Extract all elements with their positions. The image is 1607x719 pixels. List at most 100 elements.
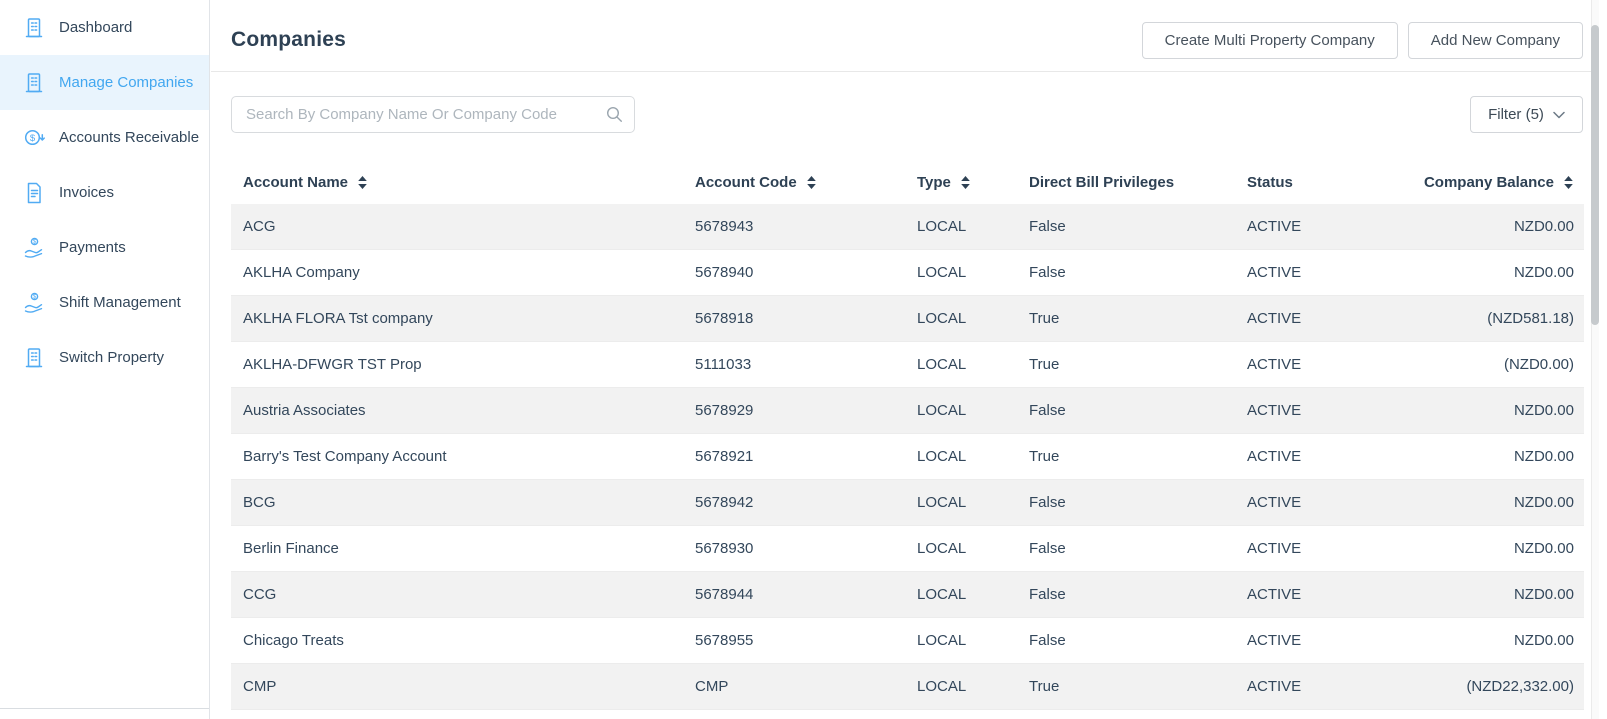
vertical-scrollbar[interactable]	[1591, 0, 1599, 719]
column-header-type[interactable]: Type	[905, 174, 1017, 191]
table-cell: 5678955	[695, 632, 754, 649]
sort-icon[interactable]	[357, 175, 368, 190]
column-header-label: Account Name	[243, 173, 349, 191]
table-cell: NZD0.00	[1513, 264, 1574, 281]
sidebar-item-payments[interactable]: $ Payments	[0, 220, 209, 275]
table-cell: 5678944	[695, 586, 754, 603]
building-icon	[22, 71, 46, 95]
table-cell: NZD0.00	[1513, 632, 1574, 649]
table-row[interactable]: CCG 5678944 LOCAL False ACTIVE NZD0.00	[231, 572, 1584, 618]
sidebar-item-list: Dashboard Manage Companies $ Accounts Re…	[0, 0, 209, 385]
column-header-label: Company Balance	[1423, 173, 1554, 191]
table-row[interactable]: Barry's Test Company Account 5678921 LOCAL…	[231, 434, 1584, 480]
table-cell: False	[1029, 264, 1066, 281]
table-cell: NZD0.00	[1513, 494, 1574, 511]
scrollbar-thumb[interactable]	[1591, 25, 1599, 325]
sidebar-item-dashboard[interactable]: Dashboard	[0, 0, 209, 55]
table-row[interactable]: Berlin Finance 5678930 LOCAL False ACTIVE NZD…	[231, 526, 1584, 572]
table-cell: LOCAL	[917, 310, 967, 327]
building-icon	[22, 346, 46, 370]
column-header-company-balance[interactable]: Company Balance	[1407, 174, 1584, 191]
table-cell: True	[1029, 310, 1060, 327]
svg-text:$: $	[33, 294, 37, 300]
sort-icon[interactable]	[1563, 175, 1574, 190]
table-cell: NZD0.00	[1513, 448, 1574, 465]
table-cell: False	[1029, 402, 1066, 419]
table-cell: LOCAL	[917, 494, 967, 511]
table-row[interactable]: BCG 5678942 LOCAL False ACTIVE NZD0.00	[231, 480, 1584, 526]
sidebar-item-label: Switch Property	[59, 349, 165, 366]
sidebar-item-manage-companies[interactable]: Manage Companies	[0, 55, 209, 110]
column-header-account-code[interactable]: Account Code	[683, 174, 905, 191]
sort-icon[interactable]	[806, 175, 817, 190]
sidebar-bottom-divider	[0, 708, 209, 719]
sidebar-item-label: Invoices	[59, 184, 115, 201]
add-new-company-button[interactable]: Add New Company	[1407, 22, 1583, 59]
create-multi-property-company-button[interactable]: Create Multi Property Company	[1141, 22, 1398, 59]
column-header-label: Status	[1247, 173, 1293, 191]
sidebar-item-label: Accounts Receivable	[59, 129, 200, 146]
table-cell: 5111033	[695, 356, 752, 373]
table-cell: 5678942	[695, 494, 754, 511]
table-cell: Austria Associates	[243, 402, 366, 419]
table-cell: LOCAL	[917, 632, 967, 649]
table-cell: Barry's Test Company Account	[243, 448, 447, 465]
table-cell: LOCAL	[917, 678, 967, 695]
table-cell: ACTIVE	[1247, 540, 1302, 557]
table-cell: ACG	[243, 218, 276, 235]
sidebar-item-label: Shift Management	[59, 294, 181, 311]
table-cell: Chicago Treats	[243, 632, 344, 649]
table-cell: LOCAL	[917, 448, 967, 465]
table-cell: NZD0.00	[1513, 402, 1574, 419]
table-cell: True	[1029, 356, 1060, 373]
column-header-label: Account Code	[695, 173, 797, 191]
table-cell: CMP	[695, 678, 729, 695]
table-cell: LOCAL	[917, 586, 967, 603]
column-header-label: Type	[917, 173, 951, 191]
sidebar-item-invoices[interactable]: Invoices	[0, 165, 209, 220]
table-cell: NZD0.00	[1513, 586, 1574, 603]
table-cell: LOCAL	[917, 218, 967, 235]
table-cell: 5678921	[695, 448, 754, 465]
table-row[interactable]: Chicago Treats 5678955 LOCAL False ACTIVE NZD…	[231, 618, 1584, 664]
table-cell: (NZD581.18)	[1487, 310, 1574, 327]
table-header-row: Account Name Account Code Type Direct Bi…	[231, 160, 1584, 204]
table-row[interactable]: AKLHA-DFWGR TST Prop 5111033 LOCAL True ACTI…	[231, 342, 1584, 388]
table-cell: 5678943	[695, 218, 754, 235]
table-cell: 5678930	[695, 540, 754, 557]
table-cell: ACTIVE	[1247, 448, 1302, 465]
sidebar-item-accounts-receivable[interactable]: $ Accounts Receivable	[0, 110, 209, 165]
page-title: Companies	[231, 28, 346, 51]
table-cell: (NZD22,332.00)	[1466, 678, 1574, 695]
hand-coin-icon: $	[22, 236, 46, 260]
sidebar-item-shift-management[interactable]: $ Shift Management	[0, 275, 209, 330]
page-header: Companies Create Multi Property Company …	[211, 0, 1599, 72]
table-cell: CCG	[243, 586, 277, 603]
search-input[interactable]	[231, 96, 635, 133]
table-row[interactable]: AKLHA FLORA Tst company 5678918 LOCAL True A…	[231, 296, 1584, 342]
svg-text:$: $	[33, 239, 37, 245]
table-row[interactable]: Austria Associates 5678929 LOCAL False ACTIV…	[231, 388, 1584, 434]
dollar-circle-arrow-icon: $	[22, 126, 46, 150]
table-cell: ACTIVE	[1247, 632, 1302, 649]
table-row[interactable]: CMP CMP LOCAL True ACTIVE (NZD22,332.00)	[231, 664, 1584, 710]
sort-icon[interactable]	[960, 175, 971, 190]
companies-table: Account Name Account Code Type Direct Bi…	[231, 160, 1584, 710]
table-row[interactable]: ACG 5678943 LOCAL False ACTIVE NZD0.00	[231, 204, 1584, 250]
filter-button[interactable]: Filter (5)	[1470, 96, 1583, 133]
column-header-label: Direct Bill Privileges	[1029, 173, 1175, 191]
table-cell: BCG	[243, 494, 276, 511]
table-cell: AKLHA Company	[243, 264, 360, 281]
table-cell: ACTIVE	[1247, 310, 1302, 327]
table-cell: 5678918	[695, 310, 754, 327]
table-cell: LOCAL	[917, 402, 967, 419]
column-header-account-name[interactable]: Account Name	[231, 174, 683, 191]
table-cell: 5678929	[695, 402, 754, 419]
table-cell: NZD0.00	[1513, 540, 1574, 557]
sidebar-item-switch-property[interactable]: Switch Property	[0, 330, 209, 385]
chevron-down-icon	[1553, 111, 1565, 119]
table-row[interactable]: AKLHA Company 5678940 LOCAL False ACTIVE NZD0…	[231, 250, 1584, 296]
table-cell: 5678940	[695, 264, 754, 281]
filter-label: Filter (5)	[1488, 106, 1544, 123]
